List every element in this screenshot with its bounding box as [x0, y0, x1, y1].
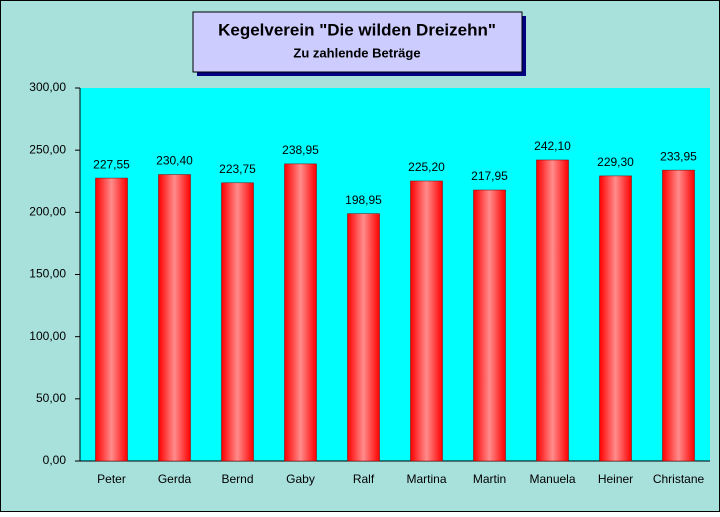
x-tick-label: Peter [97, 472, 126, 486]
data-label: 227,55 [93, 157, 130, 171]
y-tick-label: 200,00 [29, 205, 66, 219]
bar [410, 180, 443, 462]
chart-title: Kegelverein "Die wilden Dreizehn" [218, 20, 496, 39]
data-label: 229,30 [597, 155, 634, 169]
data-label: 242,10 [534, 139, 571, 153]
bar [221, 182, 254, 462]
x-tick-label: Bernd [221, 472, 253, 486]
bar [599, 175, 632, 462]
data-label: 198,95 [345, 193, 382, 207]
x-tick-label: Ralf [353, 472, 375, 486]
x-tick-label: Gaby [286, 472, 315, 486]
y-tick-label: 50,00 [36, 391, 66, 405]
bar [536, 159, 569, 462]
data-label: 225,20 [408, 160, 445, 174]
data-label: 223,75 [219, 162, 256, 176]
x-tick-label: Gerda [158, 472, 192, 486]
x-tick-label: Martina [406, 472, 446, 486]
data-label: 238,95 [282, 143, 319, 157]
x-tick-label: Christane [653, 472, 705, 486]
bar [158, 174, 191, 462]
x-tick-label: Manuela [529, 472, 575, 486]
x-tick-label: Heiner [598, 472, 633, 486]
x-tick-label: Martin [473, 472, 506, 486]
bar [284, 163, 317, 462]
data-label: 217,95 [471, 169, 508, 183]
bar [473, 189, 506, 462]
y-tick-label: 300,00 [29, 80, 66, 94]
y-tick-label: 150,00 [29, 267, 66, 281]
data-label: 230,40 [156, 154, 193, 168]
bar [347, 213, 380, 462]
title-box [192, 11, 523, 73]
y-tick-label: 250,00 [29, 142, 66, 156]
y-tick-label: 100,00 [29, 329, 66, 343]
chart-subtitle: Zu zahlende Beträge [293, 45, 420, 60]
bar [662, 169, 695, 462]
data-label: 233,95 [660, 149, 697, 163]
bar [95, 177, 128, 462]
y-tick-label: 0,00 [43, 453, 67, 467]
